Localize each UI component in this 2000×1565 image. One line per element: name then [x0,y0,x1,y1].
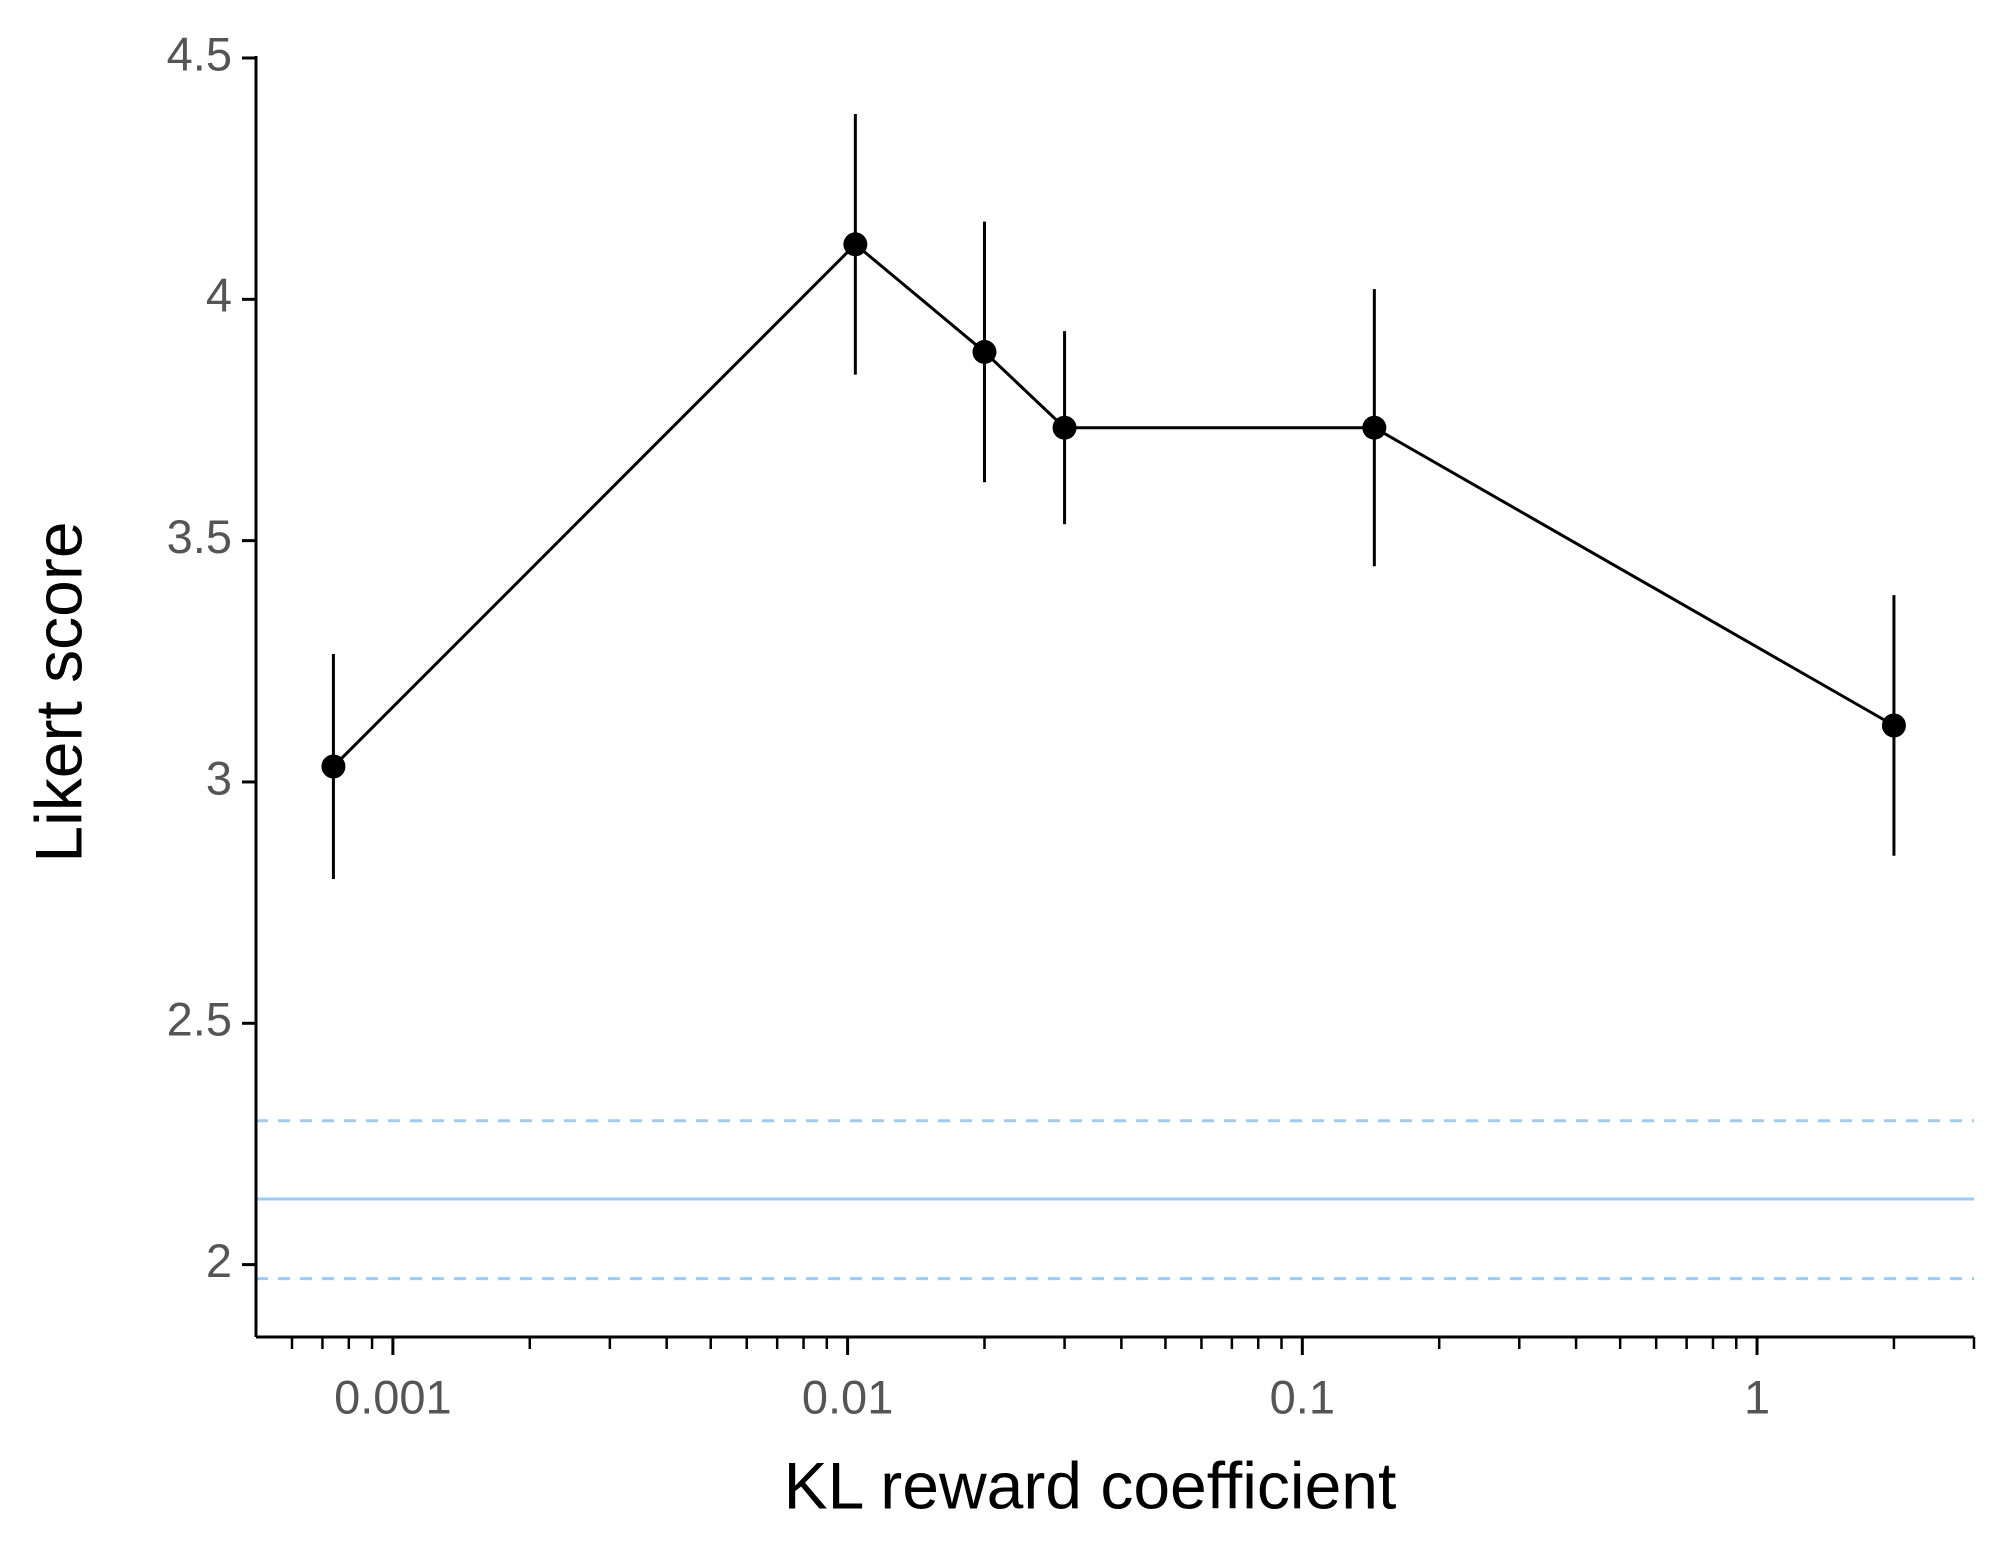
point [1881,713,1906,738]
y-tick-label: 3 [206,751,232,804]
y-tick-label: 4 [206,269,232,322]
x-tick-label: 0.1 [1270,1370,1335,1423]
y-tick-label: 2.5 [167,993,232,1046]
y-tick-label: 4.5 [167,27,232,80]
y-tick-label: 2 [206,1234,232,1287]
x-axis-title: KL reward coefficient [784,1448,1397,1522]
x-tick-label: 0.01 [802,1370,893,1423]
point [321,754,346,779]
x-tick-label: 1 [1744,1370,1770,1423]
y-axis-title: Likert score [21,521,95,862]
point [1052,415,1077,440]
y-tick-label: 3.5 [167,510,232,563]
line [332,242,1895,768]
x-tick-label: 0.001 [334,1370,452,1423]
point [843,232,868,257]
point [1362,415,1387,440]
point [972,339,997,364]
